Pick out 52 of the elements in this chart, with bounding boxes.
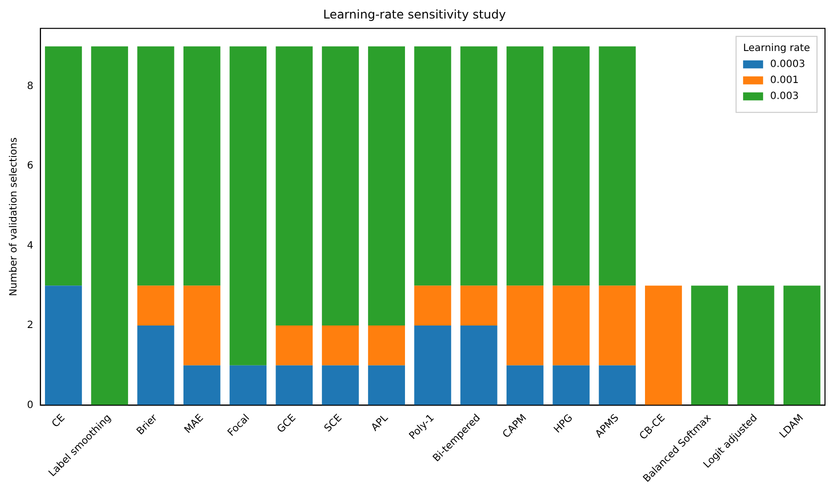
bar: [414, 325, 452, 406]
bar: [598, 365, 636, 406]
bar: [368, 365, 405, 406]
bar: [137, 286, 174, 326]
y-axis-title: Number of validation selections: [8, 137, 20, 296]
legend-label: 0.0003: [770, 58, 806, 70]
bar: [137, 46, 174, 286]
bar: [322, 365, 359, 406]
bar: [183, 286, 220, 366]
bar: [691, 286, 728, 406]
bar: [737, 286, 774, 406]
bar: [460, 325, 498, 406]
bar: [276, 365, 313, 406]
bar: [230, 365, 267, 406]
y-tick-label: 4: [26, 240, 34, 252]
bar: [506, 365, 544, 406]
bar: [230, 46, 267, 366]
bar: [506, 46, 544, 286]
bar: [183, 46, 220, 286]
bar: [598, 286, 636, 366]
bar: [44, 286, 82, 406]
bar: [44, 46, 82, 286]
y-tick-label: 0: [26, 400, 34, 411]
bar: [552, 46, 590, 286]
x-tick-label: CE: [50, 412, 68, 430]
bar: [322, 325, 359, 366]
legend-title: Learning rate: [743, 42, 810, 54]
y-tick-label: 6: [26, 160, 34, 172]
legend-label: 0.003: [770, 90, 799, 102]
bar: [598, 46, 636, 286]
bar: [183, 365, 220, 406]
bar: [460, 46, 498, 286]
chart-title: Learning-rate sensitivity study: [323, 7, 506, 22]
y-tick-label: 8: [26, 80, 34, 92]
bar: [368, 46, 405, 326]
bar: [552, 286, 590, 366]
bar: [276, 46, 313, 326]
bar: [783, 286, 820, 406]
bar: [414, 46, 452, 286]
bar: [552, 365, 590, 406]
bar: [322, 46, 359, 326]
bar: [414, 286, 452, 326]
bar: [91, 46, 128, 406]
bar: [137, 325, 174, 406]
x-tick-label: APL: [370, 412, 391, 434]
bar: [644, 286, 682, 406]
y-tick-label: 2: [26, 320, 34, 332]
bar: [460, 286, 498, 326]
legend-label: 0.001: [770, 74, 799, 86]
bar: [368, 325, 405, 366]
bar: [276, 325, 313, 366]
bar: [506, 286, 544, 366]
